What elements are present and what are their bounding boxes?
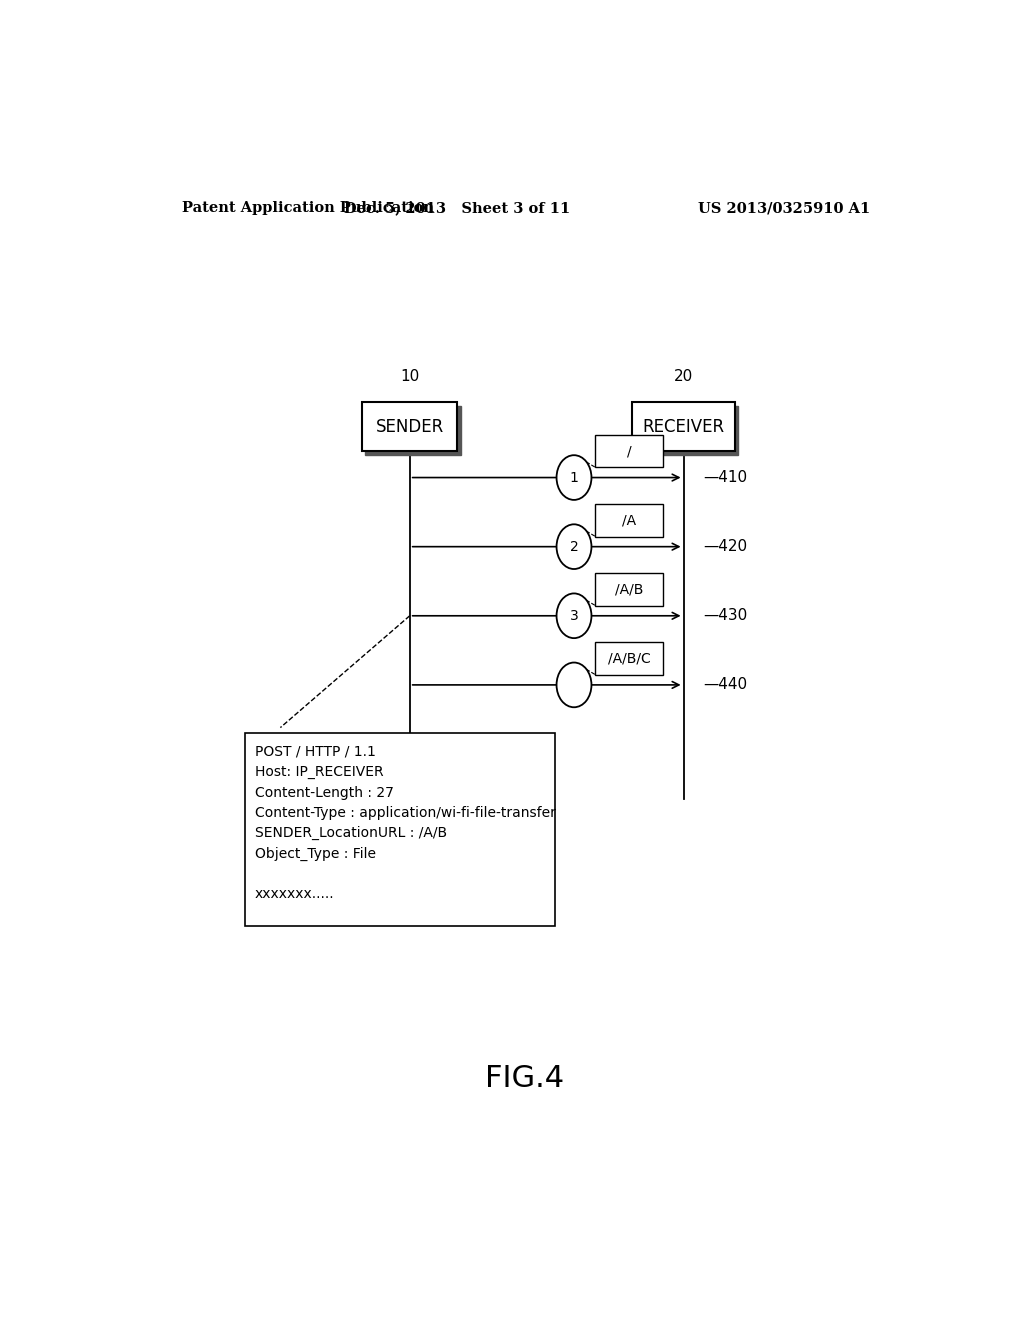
- Circle shape: [556, 594, 592, 638]
- Text: /A/B/C: /A/B/C: [608, 652, 650, 665]
- Text: SENDER: SENDER: [376, 417, 443, 436]
- Text: —420: —420: [703, 539, 748, 554]
- Text: Content-Type : application/wi-fi-file-transfer: Content-Type : application/wi-fi-file-tr…: [255, 805, 556, 820]
- Circle shape: [556, 455, 592, 500]
- Text: Host: IP_RECEIVER: Host: IP_RECEIVER: [255, 766, 384, 779]
- Circle shape: [556, 524, 592, 569]
- Circle shape: [556, 663, 592, 708]
- Bar: [362, 403, 458, 451]
- Bar: [595, 434, 663, 467]
- Text: 10: 10: [400, 370, 420, 384]
- Bar: [595, 573, 663, 606]
- Text: US 2013/0325910 A1: US 2013/0325910 A1: [697, 201, 870, 215]
- Text: /: /: [627, 444, 632, 458]
- Text: 3: 3: [569, 609, 579, 623]
- Text: 20: 20: [674, 370, 693, 384]
- Bar: [595, 504, 663, 536]
- Bar: [595, 643, 663, 675]
- Text: SENDER_LocationURL : /A/B: SENDER_LocationURL : /A/B: [255, 826, 447, 841]
- Polygon shape: [635, 407, 738, 455]
- Text: Patent Application Publication: Patent Application Publication: [182, 201, 434, 215]
- Text: Dec. 5, 2013   Sheet 3 of 11: Dec. 5, 2013 Sheet 3 of 11: [344, 201, 570, 215]
- Text: Content-Length : 27: Content-Length : 27: [255, 785, 394, 800]
- Text: 2: 2: [569, 540, 579, 553]
- Text: 1: 1: [569, 470, 579, 484]
- Polygon shape: [366, 407, 461, 455]
- Text: Object_Type : File: Object_Type : File: [255, 846, 376, 861]
- Text: POST / HTTP / 1.1: POST / HTTP / 1.1: [255, 744, 376, 759]
- Text: xxxxxxx.....: xxxxxxx.....: [255, 887, 335, 902]
- Text: FIG.4: FIG.4: [485, 1064, 564, 1093]
- Text: —410: —410: [703, 470, 748, 484]
- Text: —430: —430: [703, 609, 748, 623]
- Text: —440: —440: [703, 677, 748, 693]
- Text: /A: /A: [623, 513, 636, 527]
- Text: /A/B: /A/B: [615, 582, 643, 597]
- Bar: [632, 403, 735, 451]
- Bar: [246, 733, 555, 925]
- Text: RECEIVER: RECEIVER: [642, 417, 725, 436]
